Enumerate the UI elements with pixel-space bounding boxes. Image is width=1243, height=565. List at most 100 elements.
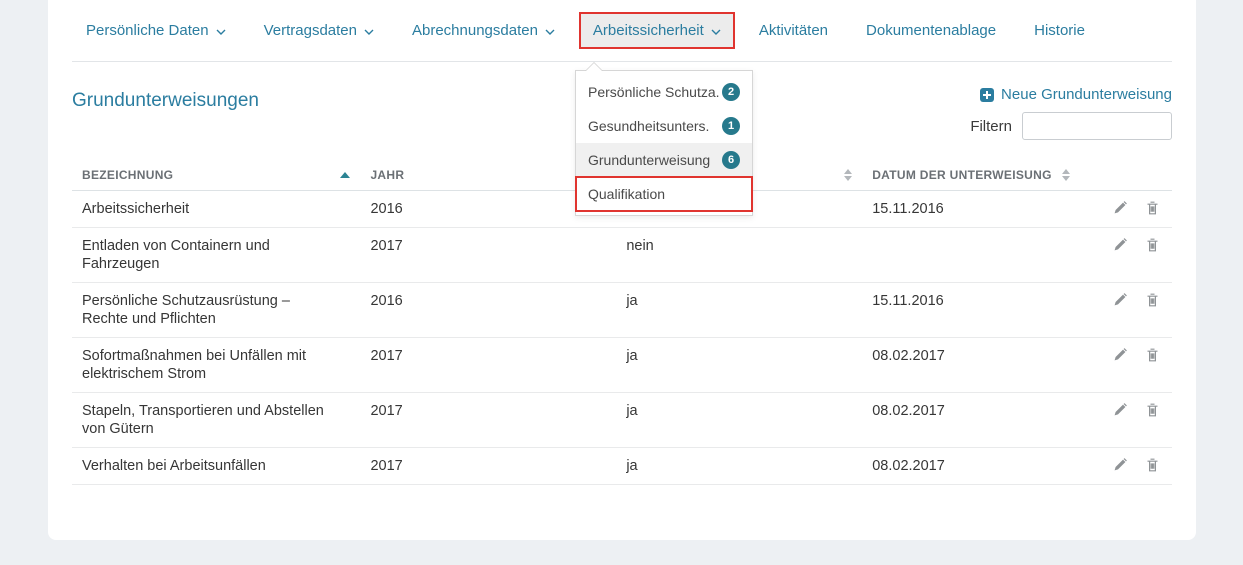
dropdown-item-persoenliche-schutza[interactable]: Persönliche Schutza. 2 [576,75,752,109]
new-grundunterweisung-button[interactable]: Neue Grundunterweisung [980,86,1172,103]
plus-icon [980,87,995,102]
edit-button[interactable] [1112,347,1128,363]
filter-label: Filtern [970,117,1012,135]
nav-item-arbeitssicherheit[interactable]: Arbeitssicherheit [578,12,735,49]
table-row: Entladen von Containern und Fahrzeugen 2… [72,227,1172,283]
edit-button[interactable] [1112,457,1128,473]
cell-jahr: 2017 [360,227,617,283]
column-header-bezeichnung[interactable]: BEZEICHNUNG [72,160,361,191]
cell-status: ja [616,392,863,448]
cell-bezeichnung: Verhalten bei Arbeitsunfällen [82,458,266,474]
cell-datum: 08.02.2017 [862,447,1102,485]
top-navigation: Persönliche Daten Vertragsdaten Abrechnu… [72,0,1172,62]
delete-button[interactable] [1145,347,1160,363]
dropdown-item-grundunterweisung[interactable]: Grundunterweisung 6 [576,143,752,177]
edit-button[interactable] [1112,237,1128,253]
trash-icon [1147,238,1158,252]
table-row: Verhalten bei Arbeitsunfällen 2017 ja 08… [72,447,1172,485]
count-badge: 1 [722,117,740,135]
cell-bezeichnung: Persönliche Schutzausrüstung – Rechte un… [82,293,290,327]
chevron-down-icon [545,29,555,35]
nav-item-persoenliche-daten[interactable]: Persönliche Daten [74,14,238,47]
filter-input[interactable] [1022,112,1172,140]
delete-button[interactable] [1145,237,1160,253]
cell-status: ja [616,447,863,485]
cell-bezeichnung: Stapeln, Transportieren und Abstellen vo… [82,403,324,437]
column-header-actions [1101,160,1172,191]
cell-status: ja [616,282,863,338]
nav-item-historie[interactable]: Historie [1022,14,1097,47]
sort-icon [1061,169,1070,181]
trash-icon [1147,348,1158,362]
count-badge: 6 [722,151,740,169]
page-title: Grundunterweisungen [72,90,259,111]
edit-button[interactable] [1112,200,1128,216]
trash-icon [1147,403,1158,417]
count-badge: 2 [722,83,740,101]
cell-jahr: 2017 [360,392,617,448]
dropdown-item-label: Gesundheitsunters. [588,118,710,134]
trash-icon [1147,458,1158,472]
column-header-label: DATUM DER UNTERWEISUNG [872,168,1052,182]
cell-status: nein [616,227,863,283]
delete-button[interactable] [1145,200,1160,216]
pencil-icon [1114,238,1127,251]
pencil-icon [1114,458,1127,471]
table-row: Stapeln, Transportieren und Abstellen vo… [72,392,1172,448]
dropdown-item-label: Persönliche Schutza. [588,84,720,100]
new-grundunterweisung-label: Neue Grundunterweisung [1001,86,1172,103]
chevron-down-icon [711,29,721,35]
cell-datum [862,227,1102,283]
delete-button[interactable] [1145,402,1160,418]
dropdown-caret [585,63,603,72]
nav-item-label: Vertragsdaten [263,22,357,39]
cell-bezeichnung: Sofortmaßnahmen bei Unfällen mit elektri… [82,348,307,382]
cell-datum: 15.11.2016 [862,190,1102,228]
edit-button[interactable] [1112,402,1128,418]
nav-item-label: Historie [1034,22,1085,39]
trash-icon [1147,201,1158,215]
delete-button[interactable] [1145,457,1160,473]
edit-button[interactable] [1112,292,1128,308]
arbeitssicherheit-dropdown-menu: Persönliche Schutza. 2 Gesundheitsunters… [575,62,753,216]
nav-item-label: Dokumentenablage [866,22,997,39]
nav-item-label: Arbeitssicherheit [592,22,704,39]
pencil-icon [1114,403,1127,416]
cell-bezeichnung: Arbeitssicherheit [82,201,190,217]
sort-icon [844,169,853,181]
chevron-down-icon [216,29,226,35]
delete-button[interactable] [1145,292,1160,308]
nav-item-aktivitaeten[interactable]: Aktivitäten [747,14,840,47]
nav-item-label: Aktivitäten [758,22,829,39]
dropdown-item-gesundheitsunters[interactable]: Gesundheitsunters. 1 [576,109,752,143]
cell-datum: 15.11.2016 [862,282,1102,338]
pencil-icon [1114,348,1127,361]
content-card: Persönliche Daten Vertragsdaten Abrechnu… [48,0,1196,540]
dropdown-item-label: Qualifikation [588,186,666,202]
cell-datum: 08.02.2017 [862,392,1102,448]
nav-item-label: Persönliche Daten [86,22,209,39]
nav-item-abrechnungsdaten[interactable]: Abrechnungsdaten [400,14,567,47]
table-row: Sofortmaßnahmen bei Unfällen mit elektri… [72,337,1172,393]
pencil-icon [1114,293,1127,306]
cell-bezeichnung: Entladen von Containern und Fahrzeugen [82,238,270,272]
nav-item-dokumentenablage[interactable]: Dokumentenablage [854,14,1008,47]
cell-jahr: 2017 [360,447,617,485]
column-header-datum[interactable]: DATUM DER UNTERWEISUNG [862,160,1102,191]
table-row: Persönliche Schutzausrüstung – Rechte un… [72,282,1172,338]
dropdown-item-qualifikation[interactable]: Qualifikation [575,176,753,212]
cell-status: ja [616,337,863,393]
nav-item-label: Abrechnungsdaten [411,22,538,39]
cell-jahr: 2016 [360,282,617,338]
sort-asc-icon [340,172,351,178]
cell-jahr: 2016 [360,190,617,228]
table-row: Arbeitssicherheit 2016 ja 15.11.2016 [72,190,1172,228]
cell-datum: 08.02.2017 [862,337,1102,393]
dropdown-item-label: Grundunterweisung [588,152,711,168]
column-header-jahr[interactable]: JAHR [360,160,617,191]
column-header-label: JAHR [370,168,405,182]
pencil-icon [1114,201,1127,214]
column-header-label: BEZEICHNUNG [82,168,174,182]
nav-item-vertragsdaten[interactable]: Vertragsdaten [252,14,386,47]
trash-icon [1147,293,1158,307]
